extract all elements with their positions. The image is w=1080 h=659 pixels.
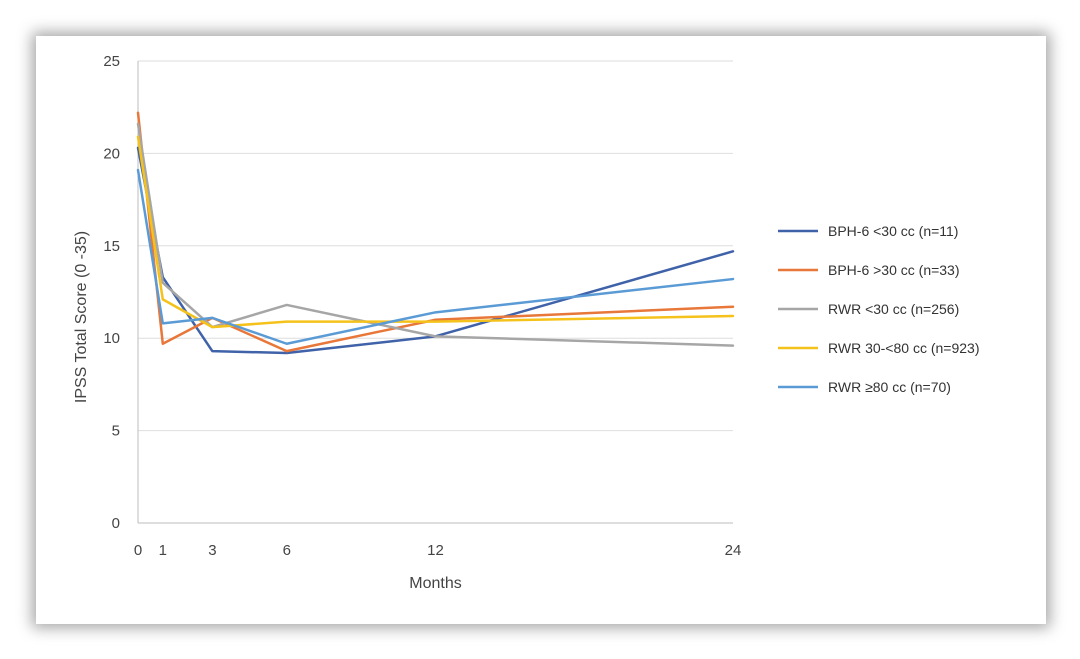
legend-label: RWR 30-<80 cc (n=923) (828, 340, 979, 356)
y-tick-label: 15 (103, 238, 120, 255)
series-line-3 (136, 122, 735, 347)
y-tick-label: 25 (103, 53, 120, 70)
series-line-2 (136, 111, 735, 353)
x-tick-label: 12 (427, 542, 444, 559)
y-axis-title: IPSS Total Score (0 -35) (73, 231, 90, 403)
x-tick-labels: 0 1 3 6 12 24 (134, 542, 742, 559)
x-axis-title: Months (409, 575, 461, 592)
x-tick-label: 0 (134, 542, 142, 559)
legend-label: RWR ≥80 cc (n=70) (828, 379, 951, 395)
series-lines (136, 111, 735, 355)
x-tick-label: 6 (283, 542, 291, 559)
legend-label: BPH-6 >30 cc (n=33) (828, 262, 960, 278)
y-tick-labels: 0 5 10 15 20 25 (103, 53, 120, 532)
x-tick-label: 24 (725, 542, 742, 559)
legend: BPH-6 <30 cc (n=11) BPH-6 >30 cc (n=33) RW… (778, 223, 979, 395)
series-line-4 (136, 135, 735, 329)
y-tick-label: 10 (103, 330, 120, 347)
y-tick-label: 0 (112, 515, 120, 532)
legend-label: BPH-6 <30 cc (n=11) (828, 223, 958, 239)
y-tick-label: 20 (103, 145, 120, 162)
series-line-5 (136, 168, 735, 345)
chart-card (36, 36, 1046, 624)
x-tick-label: 1 (159, 542, 167, 559)
x-tick-label: 3 (208, 542, 216, 559)
legend-label: RWR <30 cc (n=256) (828, 301, 959, 317)
y-tick-label: 5 (112, 423, 120, 440)
gridlines (137, 60, 733, 524)
